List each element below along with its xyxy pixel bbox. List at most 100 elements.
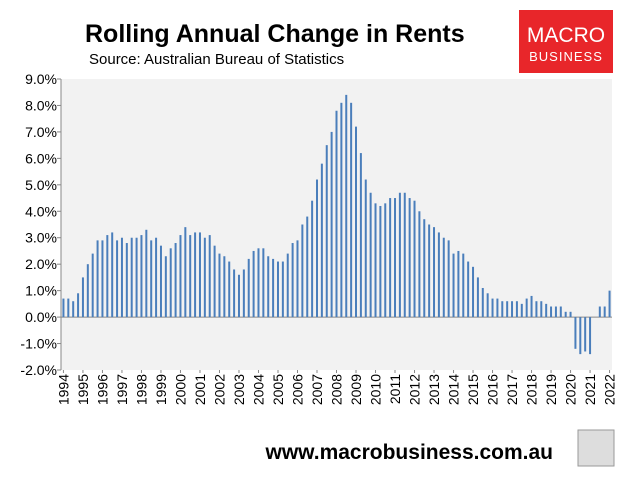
bar — [350, 102, 353, 318]
x-tick-label: 2010 — [368, 374, 384, 405]
bar — [540, 301, 543, 318]
x-tick-label: 1999 — [153, 374, 169, 405]
x-tick-label: 2003 — [231, 374, 247, 405]
bar — [428, 224, 431, 318]
bar — [447, 240, 450, 318]
bar — [296, 240, 299, 318]
bar — [530, 295, 533, 318]
x-tick-label: 2001 — [192, 374, 208, 405]
bar — [111, 232, 114, 318]
x-tick-label: 2012 — [407, 374, 423, 405]
bar — [472, 266, 475, 318]
bar — [281, 261, 284, 318]
website: www.macrobusiness.com.au — [265, 441, 553, 464]
bar — [77, 293, 80, 318]
x-tick-label: 2018 — [524, 374, 540, 405]
bar — [589, 317, 592, 355]
x-tick-label: 1997 — [114, 374, 130, 405]
y-tick-label: 3.0% — [25, 230, 57, 246]
bar — [408, 198, 411, 318]
bar — [550, 306, 553, 318]
x-tick-label: 2016 — [485, 374, 501, 405]
bar — [208, 235, 211, 318]
bar — [155, 237, 158, 318]
logo-top: MACRO — [527, 24, 605, 47]
bar — [486, 293, 489, 318]
bar — [515, 301, 518, 318]
bar — [228, 261, 231, 318]
bar — [135, 237, 138, 318]
bar — [233, 269, 236, 318]
bar — [272, 258, 275, 318]
bar — [462, 253, 465, 318]
bar — [286, 253, 289, 318]
logo — [519, 10, 613, 73]
bar — [413, 200, 416, 318]
bar — [164, 256, 167, 318]
bar — [564, 311, 567, 318]
bar — [418, 211, 421, 318]
bar — [252, 250, 255, 318]
bar — [545, 303, 548, 318]
bar — [184, 227, 187, 318]
bar — [433, 227, 436, 318]
bar — [213, 245, 216, 318]
bar — [72, 301, 75, 318]
x-tick-label: 2011 — [387, 374, 403, 404]
bar — [511, 301, 514, 318]
bar — [345, 94, 348, 318]
bar — [359, 153, 362, 318]
bar — [62, 298, 65, 318]
bar — [150, 240, 153, 318]
bar — [476, 277, 479, 318]
y-tick-label: 1.0% — [25, 283, 57, 299]
x-tick-label: 1994 — [55, 374, 71, 405]
y-tick-label: 0.0% — [25, 309, 57, 325]
bar — [130, 237, 133, 318]
bar — [315, 179, 318, 318]
bar — [398, 192, 401, 318]
bar — [247, 258, 250, 318]
bar — [194, 232, 197, 318]
bar — [394, 198, 397, 318]
chart-subtitle: Source: Australian Bureau of Statistics — [89, 51, 344, 68]
bar — [203, 237, 206, 318]
bar — [242, 269, 245, 318]
bar — [340, 102, 343, 318]
bar — [174, 243, 177, 318]
bar — [101, 240, 104, 318]
bar — [369, 192, 372, 318]
bar — [491, 298, 494, 318]
bar — [169, 248, 172, 318]
x-tick-label: 2019 — [543, 374, 559, 405]
x-tick-label: 2015 — [465, 374, 481, 405]
bar — [145, 229, 148, 318]
bar — [125, 243, 128, 318]
bar — [325, 145, 328, 318]
y-tick-label: 5.0% — [25, 177, 57, 193]
x-tick-label: 1998 — [133, 374, 149, 405]
bar — [506, 301, 509, 318]
bar — [262, 248, 265, 318]
bar — [442, 237, 445, 318]
bar — [554, 306, 557, 318]
bar — [559, 306, 562, 318]
bar — [311, 200, 314, 318]
bar — [218, 253, 221, 318]
x-tick-label: 2006 — [289, 374, 305, 405]
y-tick-label: 7.0% — [25, 124, 57, 140]
bar — [301, 224, 304, 318]
y-tick-label: 2.0% — [25, 256, 57, 272]
bar — [67, 298, 70, 318]
bar — [140, 235, 143, 318]
bar — [355, 126, 358, 318]
bar — [608, 290, 611, 318]
bar — [403, 192, 406, 318]
x-tick-label: 1995 — [75, 374, 91, 405]
bar — [598, 306, 601, 318]
bar — [467, 261, 470, 318]
y-tick-label: 6.0% — [25, 150, 57, 166]
bar — [116, 240, 119, 318]
wolf-icon — [577, 429, 615, 467]
